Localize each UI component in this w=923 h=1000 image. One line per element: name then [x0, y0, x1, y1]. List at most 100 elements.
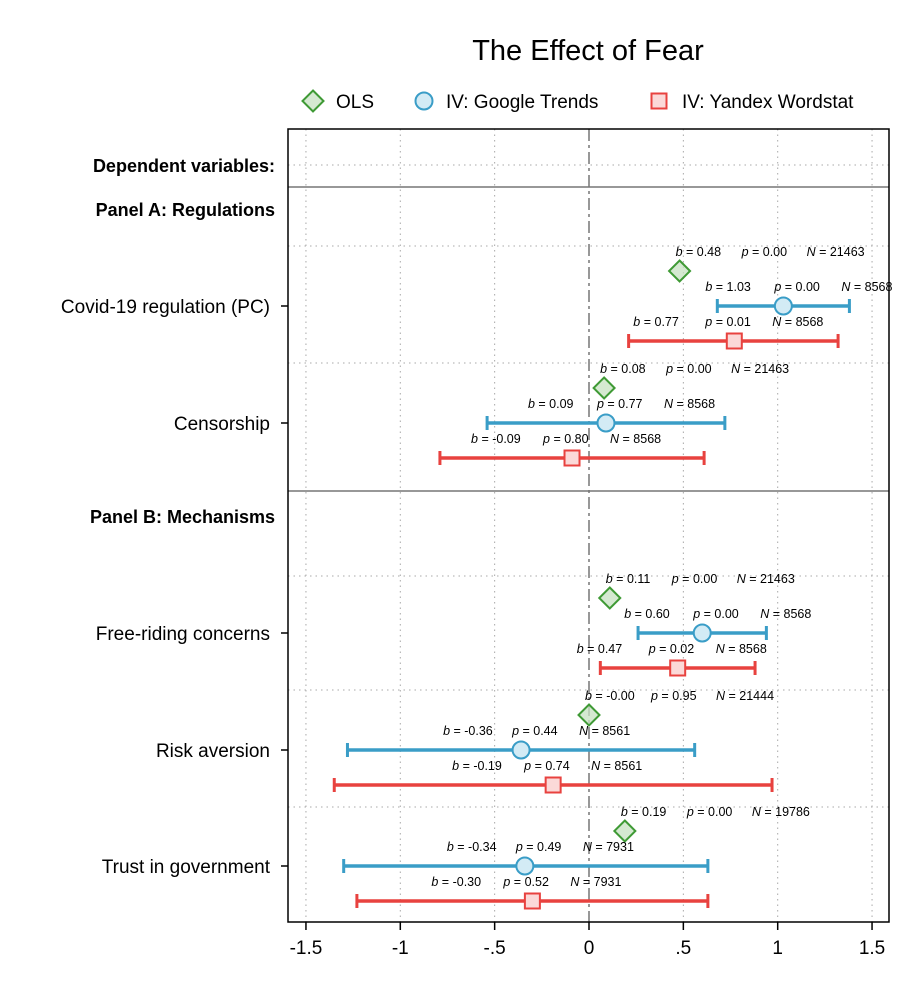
estimate-yw: b = -0.19 p = 0.74 N = 8561 — [332, 759, 774, 794]
point-marker — [597, 586, 622, 610]
annotation-N: N = 7931 — [570, 875, 621, 889]
annotation-N: N = 7931 — [583, 840, 634, 854]
annotation-p: p = 0.52 — [502, 875, 549, 889]
point-marker — [563, 449, 581, 467]
annotation-p: p = 0.00 — [741, 245, 788, 259]
x-tick-label: 1.5 — [859, 938, 885, 959]
estimate-gt: b = -0.36 p = 0.44 N = 8561 — [345, 724, 697, 760]
annotation-N: N = 8568 — [716, 642, 767, 656]
annotation-p: p = 0.02 — [648, 642, 695, 656]
annotation-b: b = 0.11 — [606, 572, 651, 586]
estimate-yw: b = -0.30 p = 0.52 N = 7931 — [355, 875, 710, 910]
annotation-N: N = 21444 — [716, 689, 774, 703]
annotation-b: b = -0.34 — [447, 840, 497, 854]
legend-label-yw: IV: Yandex Wordstat — [682, 92, 854, 113]
estimates: b = 0.48 p = 0.00 N = 21463 b = 1.03 p = 0.0… — [332, 245, 892, 910]
point-marker — [692, 623, 712, 643]
annotation-p: p = 0.49 — [515, 840, 562, 854]
annotation-N: N = 21463 — [807, 245, 865, 259]
y-tick-label: Censorship — [174, 414, 270, 435]
annotation-p: p = 0.77 — [596, 397, 643, 411]
annotation-b: b = -0.00 — [585, 689, 635, 703]
annotation-N: N = 8568 — [664, 397, 715, 411]
panel-header: Panel A: Regulations — [96, 200, 275, 220]
y-axis-labels: Dependent variables: Panel A: Regulations… — [61, 156, 288, 878]
annotation-N: N = 8568 — [772, 315, 823, 329]
annotation-b: b = 0.60 — [624, 607, 670, 621]
point-marker — [773, 296, 793, 316]
point-marker — [612, 819, 637, 843]
y-tick-label: Trust in government — [102, 857, 271, 878]
x-tick-label: 1 — [772, 938, 783, 959]
annotation-N: N = 8568 — [760, 607, 811, 621]
annotation-p: p = 0.74 — [523, 759, 570, 773]
estimate-yw: b = 0.47 p = 0.02 N = 8568 — [577, 642, 767, 677]
point-marker — [669, 659, 687, 677]
point-marker — [667, 259, 692, 283]
legend-marker-gt — [414, 91, 434, 111]
annotation-b: b = -0.36 — [443, 724, 493, 738]
annotation-N: N = 21463 — [731, 362, 789, 376]
legend-label-gt: IV: Google Trends — [446, 92, 598, 113]
annotation-p: p = 0.01 — [704, 315, 751, 329]
annotation-N: N = 8568 — [841, 280, 892, 294]
estimate-ols: b = 0.08 p = 0.00 N = 21463 — [592, 362, 789, 400]
legend-label-ols: OLS — [336, 92, 374, 113]
point-marker — [523, 892, 541, 910]
gridlines — [288, 129, 889, 922]
annotation-b: b = -0.09 — [471, 432, 521, 446]
annotation-b: b = 0.48 — [676, 245, 722, 259]
point-marker — [515, 856, 535, 876]
y-tick-label: Free-riding concerns — [96, 624, 270, 645]
chart-title: The Effect of Fear — [472, 35, 704, 67]
legend-marker-yw — [650, 92, 668, 110]
x-tick-label: .5 — [675, 938, 691, 959]
y-tick-label: Risk aversion — [156, 741, 270, 762]
estimate-yw: b = 0.77 p = 0.01 N = 8568 — [627, 315, 840, 350]
annotation-p: p = 0.00 — [692, 607, 739, 621]
annotation-p: p = 0.95 — [650, 689, 697, 703]
annotation-N: N = 19786 — [752, 805, 810, 819]
annotation-b: b = -0.19 — [452, 759, 502, 773]
estimate-ols: b = 0.19 p = 0.00 N = 19786 — [612, 805, 810, 843]
annotation-N: N = 21463 — [737, 572, 795, 586]
estimate-yw: b = -0.09 p = 0.80 N = 8568 — [438, 432, 706, 467]
estimate-ols: b = 0.48 p = 0.00 N = 21463 — [667, 245, 865, 283]
dependent-variables-header: Dependent variables: — [93, 156, 275, 176]
estimate-gt: b = 0.60 p = 0.00 N = 8568 — [624, 607, 811, 643]
point-marker — [596, 413, 616, 433]
estimate-ols: b = 0.11 p = 0.00 N = 21463 — [597, 572, 795, 610]
point-marker — [725, 332, 743, 350]
annotation-p: p = 0.00 — [686, 805, 733, 819]
x-tick-label: 0 — [584, 938, 595, 959]
annotation-N: N = 8561 — [579, 724, 630, 738]
annotation-p: p = 0.00 — [665, 362, 712, 376]
panel-header: Panel B: Mechanisms — [90, 507, 275, 527]
y-tick-label: Covid-19 regulation (PC) — [61, 297, 270, 318]
legend: OLS IV: Google Trends IV: Yandex Wordstat — [301, 89, 854, 113]
annotation-b: b = 0.77 — [633, 315, 679, 329]
annotation-b: b = 0.09 — [528, 397, 574, 411]
annotation-b: b = 1.03 — [705, 280, 751, 294]
annotation-N: N = 8568 — [610, 432, 661, 446]
x-tick-label: -1.5 — [290, 938, 323, 959]
annotation-N: N = 8561 — [591, 759, 642, 773]
annotation-b: b = -0.30 — [431, 875, 481, 889]
estimate-ols: b = -0.00 p = 0.95 N = 21444 — [577, 689, 774, 727]
annotation-p: p = 0.00 — [773, 280, 820, 294]
legend-marker-ols — [301, 89, 325, 113]
point-marker — [592, 376, 617, 400]
annotation-b: b = 0.19 — [621, 805, 667, 819]
annotation-b: b = 0.08 — [600, 362, 646, 376]
point-marker — [511, 740, 531, 760]
annotation-p: p = 0.44 — [511, 724, 558, 738]
x-tick-label: -1 — [392, 938, 409, 959]
x-axis: -1.5 -1 -.5 0 .5 1 1.5 — [290, 922, 885, 959]
annotation-b: b = 0.47 — [577, 642, 623, 656]
annotation-p: p = 0.00 — [671, 572, 718, 586]
estimate-gt: b = 1.03 p = 0.00 N = 8568 — [705, 280, 892, 316]
estimate-gt: b = 0.09 p = 0.77 N = 8568 — [485, 397, 727, 433]
point-marker — [577, 703, 601, 727]
x-tick-label: -.5 — [484, 938, 506, 959]
